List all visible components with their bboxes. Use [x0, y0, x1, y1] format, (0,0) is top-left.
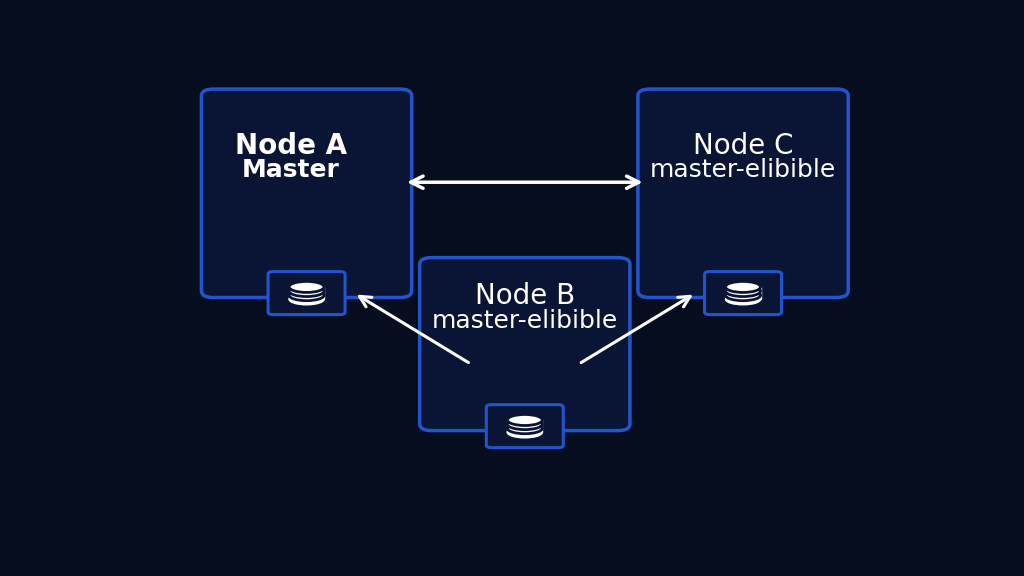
Text: Master: Master: [242, 158, 340, 182]
Ellipse shape: [725, 294, 761, 305]
Text: master-elibible: master-elibible: [650, 158, 837, 182]
Ellipse shape: [725, 282, 761, 293]
Bar: [289, 287, 325, 300]
FancyBboxPatch shape: [268, 272, 345, 314]
Ellipse shape: [289, 290, 325, 301]
Text: Node C: Node C: [693, 132, 794, 160]
Ellipse shape: [507, 427, 543, 438]
Text: master-elibible: master-elibible: [432, 309, 617, 333]
Ellipse shape: [289, 294, 325, 305]
Ellipse shape: [725, 290, 761, 301]
Ellipse shape: [507, 415, 543, 426]
FancyBboxPatch shape: [486, 405, 563, 448]
Text: Node A: Node A: [234, 132, 347, 160]
FancyBboxPatch shape: [638, 89, 848, 298]
Ellipse shape: [507, 419, 543, 430]
Ellipse shape: [507, 423, 543, 434]
Bar: [725, 287, 761, 300]
Ellipse shape: [725, 286, 761, 297]
Ellipse shape: [289, 282, 325, 293]
FancyBboxPatch shape: [420, 257, 630, 431]
Ellipse shape: [289, 286, 325, 297]
Bar: [507, 420, 543, 433]
FancyBboxPatch shape: [202, 89, 412, 298]
Text: Node B: Node B: [475, 282, 574, 310]
FancyBboxPatch shape: [705, 272, 781, 314]
